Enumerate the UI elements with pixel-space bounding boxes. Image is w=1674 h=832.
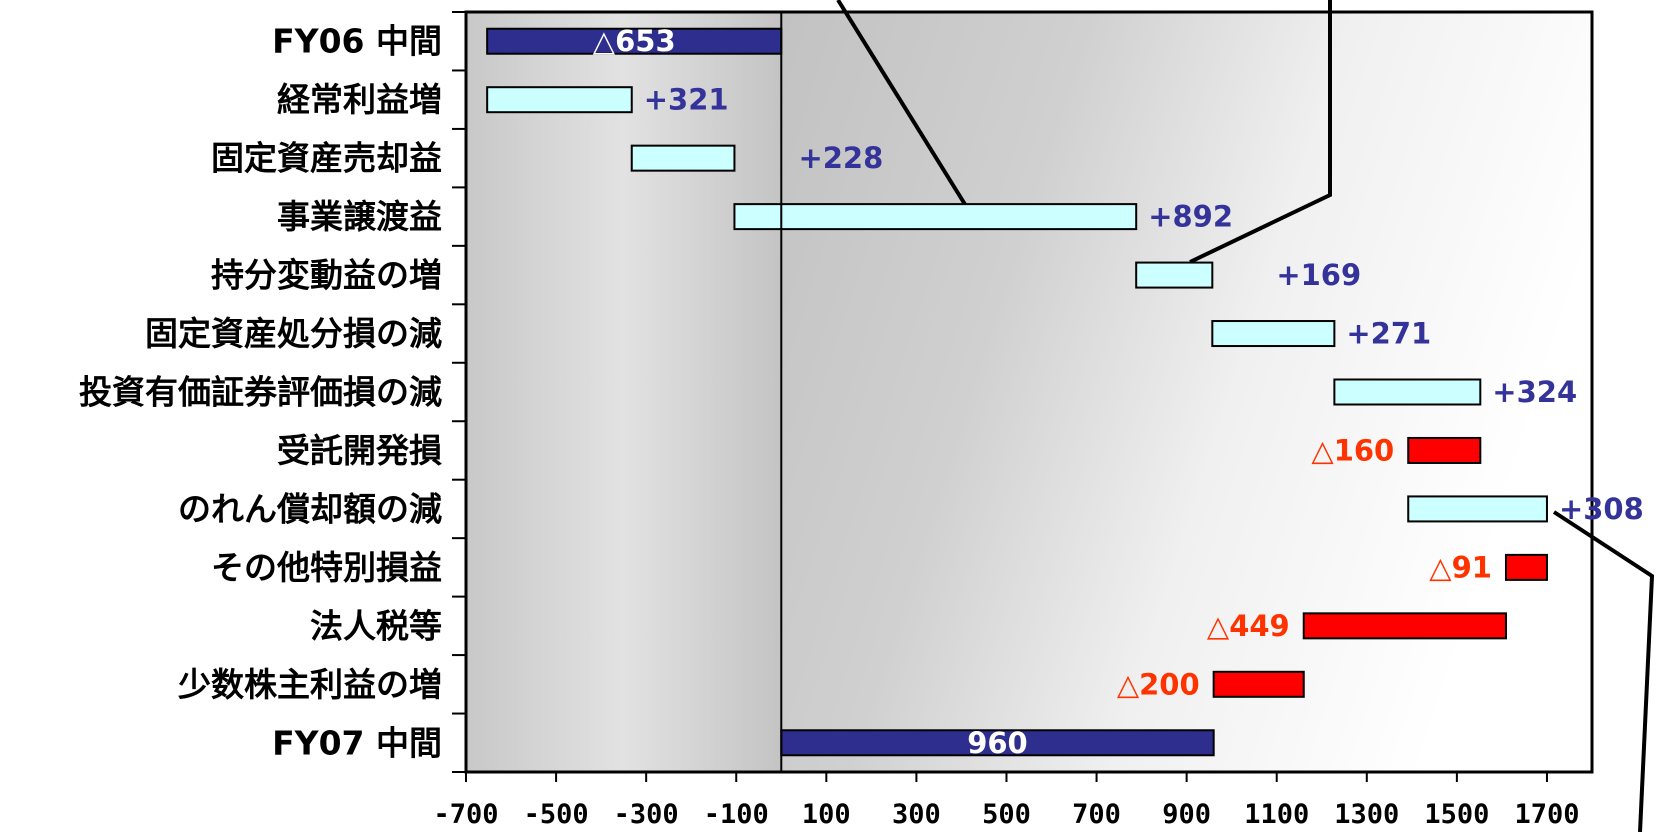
x-tick-label: 1700 [1514,799,1579,830]
plot-frame [464,10,1594,774]
data-label: 960 [967,726,1028,760]
data-label: +308 [1559,492,1644,526]
category-label: FY06 中間 [272,22,442,61]
x-tick-label: -500 [524,799,589,830]
data-label: △653 [593,24,676,58]
annotation-line-1 [836,0,968,208]
x-tick-label: 900 [1162,799,1211,830]
category-label: のれん償却額の減 [178,489,442,528]
category-label: FY07 中間 [272,723,442,762]
bar-11 [1302,612,1507,640]
annotation-line-2 [1189,0,1332,264]
x-tick-label: 500 [982,799,1031,830]
bar-1 [486,27,783,55]
data-label: △449 [1207,609,1290,643]
x-tick-label: 300 [892,799,941,830]
bar-12 [1212,670,1305,698]
category-label: 経常利益増 [277,80,442,119]
x-tick-label: -700 [433,799,498,830]
category-label: 固定資産売却益 [211,139,442,178]
data-label: △160 [1311,433,1394,467]
data-label: +892 [1148,200,1233,234]
bar-6 [1211,320,1336,348]
x-tick-label: 100 [802,799,851,830]
data-label: +271 [1346,317,1431,351]
category-label: その他特別損益 [211,548,442,587]
category-label: 事業譲渡益 [277,197,442,236]
category-label: 固定資産処分損の減 [145,314,442,353]
data-label: △91 [1429,550,1492,584]
bar-4 [733,203,1138,231]
data-label: +228 [798,141,883,175]
annotation-lines [836,0,1655,832]
x-tick-label: 700 [1072,799,1121,830]
bar-10 [1504,553,1548,581]
plot-area-left [466,12,780,772]
data-label: △200 [1117,667,1200,701]
category-label: 受託開発損 [277,431,442,470]
bar-8 [1407,436,1482,464]
bar-7 [1333,378,1482,406]
data-label: +324 [1492,375,1577,409]
x-tick-label: 1300 [1334,799,1399,830]
x-tick-label: -100 [704,799,769,830]
x-tick-label: 1100 [1244,799,1309,830]
bar-3 [630,144,736,172]
data-label: +321 [644,83,729,117]
data-label: +169 [1276,258,1361,292]
category-label: 投資有価証券評価損の減 [79,373,442,412]
bar-5 [1135,261,1214,289]
category-label: 持分変動益の増 [211,256,442,295]
category-label: 法人税等 [310,606,442,645]
bar-2 [486,86,633,114]
x-tick-label: 1500 [1424,799,1489,830]
bar-9 [1407,495,1548,523]
annotation-line-3 [1552,510,1655,832]
x-tick-label: -300 [614,799,679,830]
category-label: 少数株主利益の増 [178,665,442,704]
